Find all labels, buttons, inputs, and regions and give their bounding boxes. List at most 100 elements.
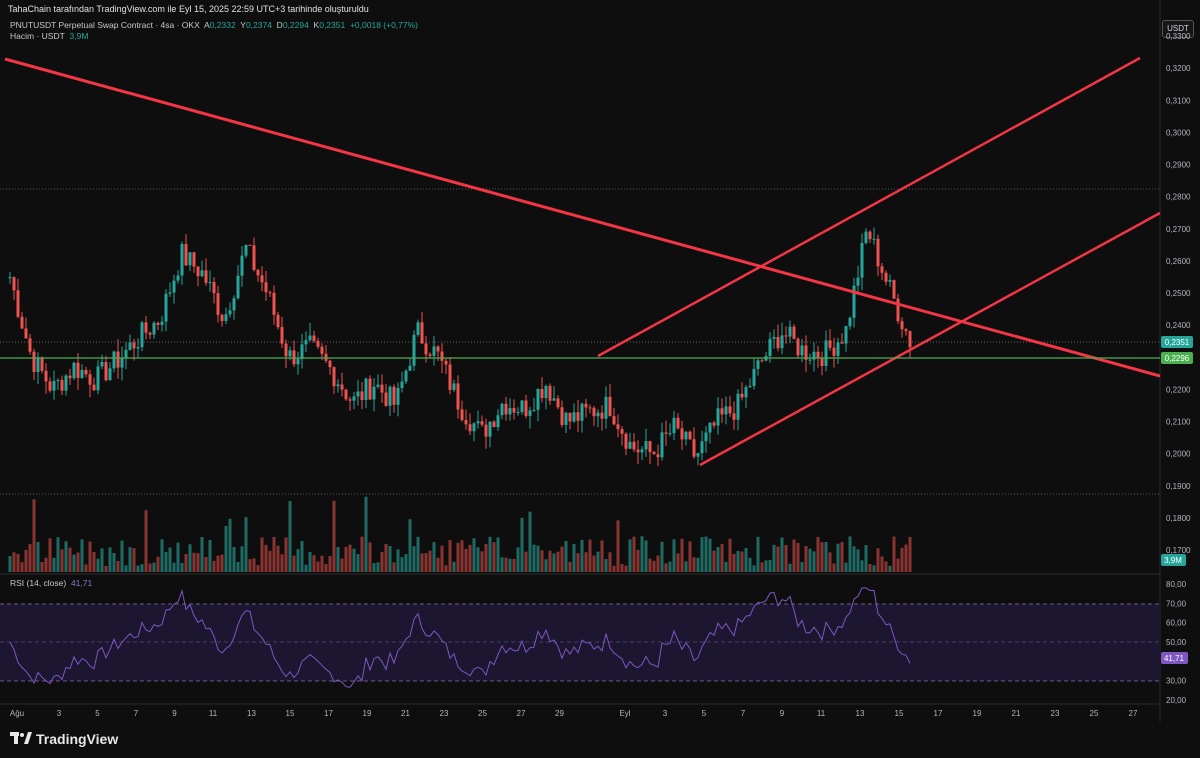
volume-bar: [288, 501, 292, 572]
symbol-title[interactable]: PNUTUSDT Perpetual Swap Contract · 4sa ·…: [10, 20, 200, 30]
candle-body: [36, 357, 40, 372]
candle-body: [164, 293, 168, 322]
candle-body: [500, 403, 504, 416]
candle-body: [732, 413, 736, 420]
volume-bar: [156, 556, 160, 572]
last-price-badge: 0,2351: [1165, 338, 1190, 347]
volume-bar: [788, 563, 792, 572]
tradingview-logo[interactable]: TradingView: [10, 731, 118, 747]
candle-body: [784, 335, 788, 337]
volume-bar: [848, 536, 852, 572]
rsi-legend[interactable]: RSI (14, close) 41,71: [10, 578, 92, 588]
candle-body: [184, 244, 188, 266]
candle-body: [644, 441, 648, 450]
volume-bar: [568, 561, 572, 572]
volume-bar: [428, 550, 432, 572]
rsi-tick-2: 60,00: [1166, 619, 1187, 628]
time-tick-25: 21: [1012, 709, 1021, 718]
volume-bar: [560, 546, 564, 572]
volume-bar: [424, 553, 428, 572]
price-tick-0: 0,3300: [1166, 32, 1191, 41]
volume-bar: [308, 551, 312, 572]
volume-bar: [884, 561, 888, 572]
candle-body: [664, 432, 668, 434]
volume-bar: [804, 546, 808, 572]
volume-bar: [268, 550, 272, 572]
volume-bar: [112, 553, 116, 572]
candle-body: [420, 322, 424, 344]
volume-bar: [828, 552, 832, 572]
volume-bar: [52, 557, 56, 572]
candle-body: [604, 396, 608, 419]
candle-body: [760, 360, 764, 362]
time-tick-20: 11: [817, 709, 826, 718]
volume-bar: [840, 542, 844, 572]
candle-body: [352, 396, 356, 401]
volume-bar: [132, 548, 136, 572]
candle-body: [656, 454, 660, 458]
candle-body: [380, 384, 384, 393]
candle-body: [724, 406, 728, 415]
volume-bar: [660, 541, 664, 572]
volume-bar: [276, 545, 280, 572]
candle-body: [188, 252, 192, 266]
candle-body: [588, 407, 592, 409]
volume-bar: [820, 542, 824, 572]
candle-body: [676, 417, 680, 429]
candle-body: [320, 346, 324, 354]
volume-bar: [860, 560, 864, 572]
volume-bar: [208, 539, 212, 572]
candle-body: [244, 244, 248, 256]
volume-bar: [772, 544, 776, 572]
volume-label[interactable]: Hacim · USDT: [10, 31, 65, 41]
volume-bar: [456, 542, 460, 572]
candle-body: [564, 412, 568, 425]
time-tick-27: 25: [1090, 709, 1099, 718]
volume-bar: [488, 536, 492, 572]
volume-bar: [736, 550, 740, 572]
candle-body: [692, 439, 696, 457]
candle-body: [132, 342, 136, 349]
volume-bar: [808, 548, 812, 572]
candle-body: [400, 381, 404, 388]
candle-body: [860, 242, 864, 278]
candle-body: [600, 412, 604, 419]
volume-bar: [376, 562, 380, 572]
candle-body: [104, 362, 108, 381]
volume-bar: [92, 552, 96, 572]
candle-body: [376, 384, 380, 387]
volume-bar: [696, 557, 700, 572]
candle-body: [884, 272, 888, 282]
change-value: +0,0018 (+0,77%): [349, 20, 419, 30]
volume-bar: [812, 551, 816, 572]
low-value: 0,2294: [282, 20, 309, 30]
price-chart[interactable]: 0,3300 0,3200 0,3100 0,3000 0,2900 0,2800 0,27…: [0, 0, 1200, 722]
close-value: 0,2351: [319, 20, 346, 30]
candle-body: [424, 343, 428, 355]
volume-bar: [584, 552, 588, 572]
volume-bar: [400, 557, 404, 572]
volume-bar: [108, 547, 112, 572]
volume-bar: [500, 557, 504, 572]
price-tick-9: 0,2400: [1166, 321, 1191, 330]
volume-bar: [492, 542, 496, 572]
candle-body: [616, 424, 620, 430]
volume-bar: [324, 563, 328, 572]
volume-bar: [636, 549, 640, 572]
rsi-tick-3: 50,00: [1166, 638, 1187, 647]
time-tick-14: 29: [555, 709, 564, 718]
candle-body: [688, 431, 692, 440]
time-tick-7: 15: [286, 709, 295, 718]
candle-body: [680, 428, 684, 440]
candle-body: [208, 282, 212, 284]
volume-bar: [140, 564, 144, 572]
candle-body: [412, 334, 416, 366]
volume-bar: [124, 565, 128, 572]
last-price-badge-bg: [1161, 336, 1193, 348]
volume-bar: [832, 563, 836, 572]
currency-button[interactable]: USDT: [1162, 20, 1194, 38]
candle-body: [204, 270, 208, 283]
candle-body: [840, 342, 844, 344]
volume-bar: [864, 545, 868, 572]
volume-bar: [36, 541, 40, 572]
